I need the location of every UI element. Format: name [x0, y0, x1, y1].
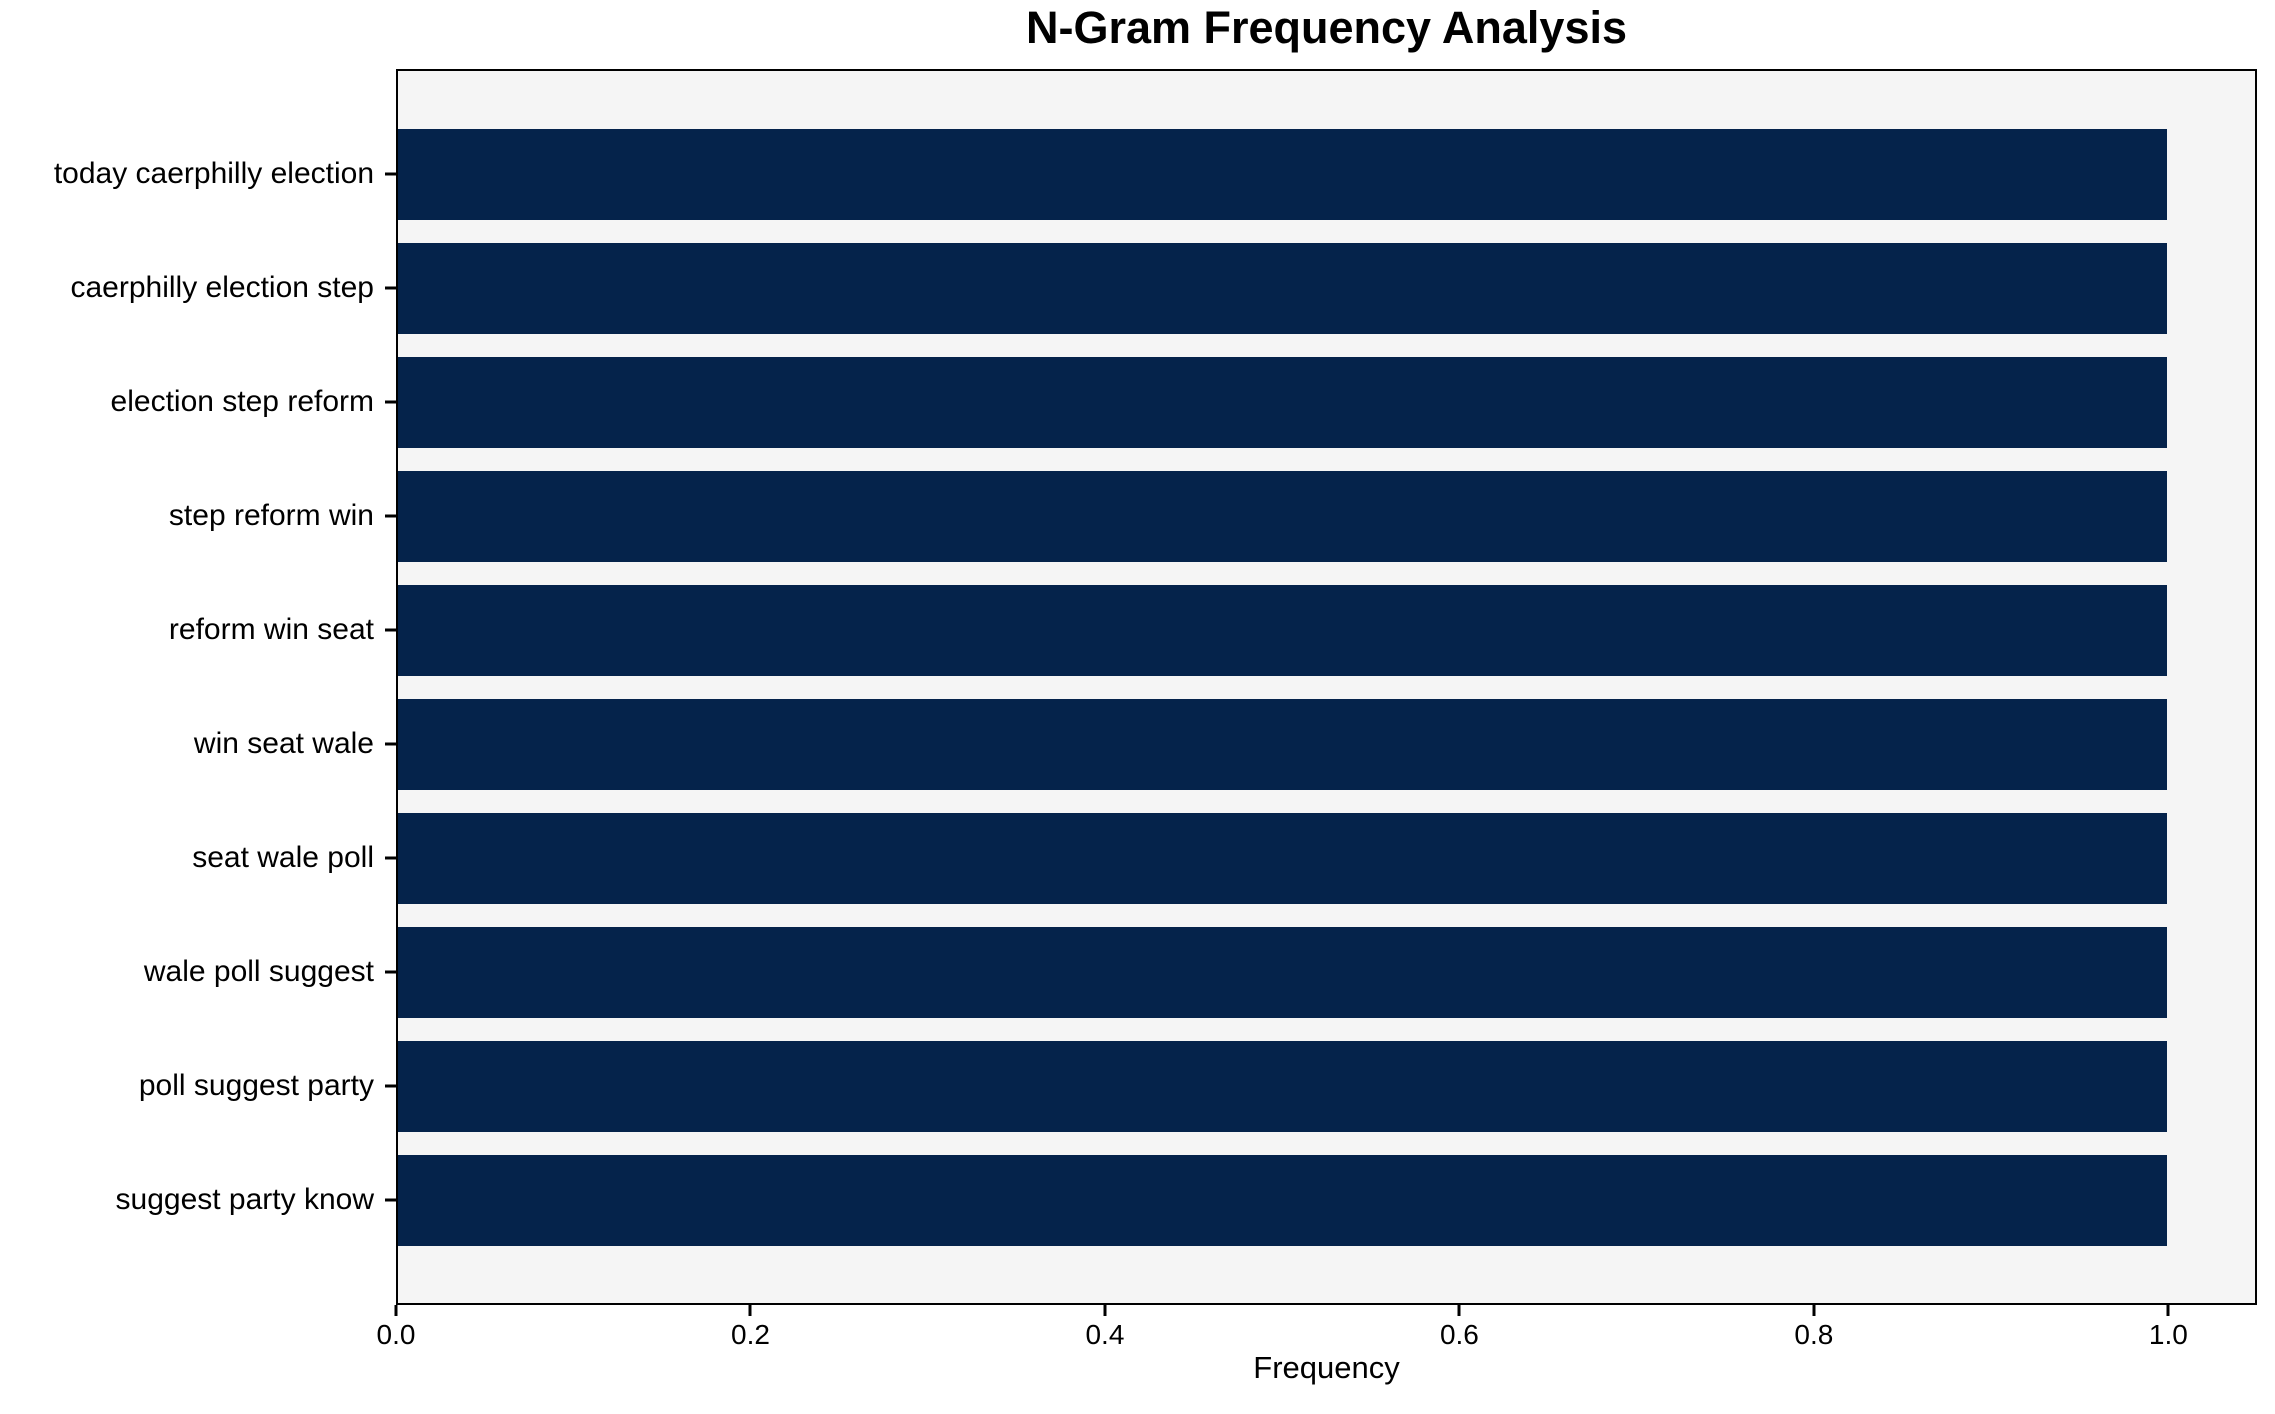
y-tick-label: caerphilly election step [70, 271, 374, 304]
y-tick-label: win seat wale [193, 727, 374, 760]
bar [398, 584, 2167, 676]
x-tick-label: 1.0 [2148, 1319, 2188, 1350]
x-tick-label: 0.0 [376, 1319, 416, 1350]
bar [398, 812, 2167, 904]
y-tick-mark [385, 172, 396, 176]
bar [398, 926, 2167, 1018]
x-tick-label: 0.6 [1439, 1319, 1479, 1350]
y-tick-mark [385, 1198, 396, 1202]
bar [398, 1154, 2167, 1246]
bar-row: suggest party know [116, 1143, 2255, 1257]
x-tick-mark [394, 1305, 398, 1316]
bar [398, 1040, 2167, 1132]
x-tick-mark [2166, 1305, 2170, 1316]
bar-row: today caerphilly election [54, 117, 2255, 231]
y-tick-mark [385, 856, 396, 860]
x-axis-label: Frequency [1253, 1350, 1400, 1385]
bar-row: win seat wale [194, 687, 2255, 801]
y-tick-label: today caerphilly election [53, 157, 374, 190]
chart-title: N-Gram Frequency Analysis [1025, 2, 1628, 53]
x-tick-mark [1812, 1305, 1816, 1316]
bar-row: election step reform [111, 345, 2255, 459]
x-tick-mark [1457, 1305, 1461, 1316]
y-tick-label: wale poll suggest [143, 955, 374, 988]
y-tick-mark [385, 742, 396, 746]
y-tick-mark [385, 514, 396, 518]
bar-row: wale poll suggest [144, 915, 2255, 1029]
plot-area: today caerphilly election caerphilly elec… [54, 69, 2257, 1305]
bar [398, 356, 2167, 448]
bar [398, 128, 2167, 220]
y-tick-label: election step reform [110, 385, 374, 418]
bar [398, 698, 2167, 790]
bar-row: poll suggest party [139, 1029, 2255, 1143]
y-tick-label: suggest party know [115, 1183, 374, 1216]
bar [398, 470, 2167, 562]
bar-rows-container: today caerphilly election caerphilly elec… [54, 71, 2255, 1303]
y-tick-mark [385, 1084, 396, 1088]
bar-row: caerphilly election step [70, 231, 2255, 345]
bar [398, 242, 2167, 334]
x-tick-label: 0.4 [1085, 1319, 1125, 1350]
y-tick-mark [385, 286, 396, 290]
y-tick-label: step reform win [168, 499, 374, 532]
y-tick-label: reform win seat [168, 613, 374, 646]
x-tick-label: 0.2 [731, 1319, 770, 1350]
bar-row: seat wale poll [192, 801, 2255, 915]
y-tick-mark [385, 970, 396, 974]
x-tick-mark [1103, 1305, 1107, 1316]
x-axis: 0.0 0.2 0.4 0.6 0.8 1.0 [377, 1305, 2257, 1365]
y-tick-mark [385, 628, 396, 632]
y-tick-label: poll suggest party [138, 1069, 374, 1102]
bar-row: step reform win [169, 459, 2255, 573]
y-tick-label: seat wale poll [192, 841, 374, 874]
y-tick-mark [385, 400, 396, 404]
x-tick-mark [748, 1305, 752, 1316]
bar-row: reform win seat [169, 573, 2255, 687]
x-tick-label: 0.8 [1794, 1319, 1834, 1350]
